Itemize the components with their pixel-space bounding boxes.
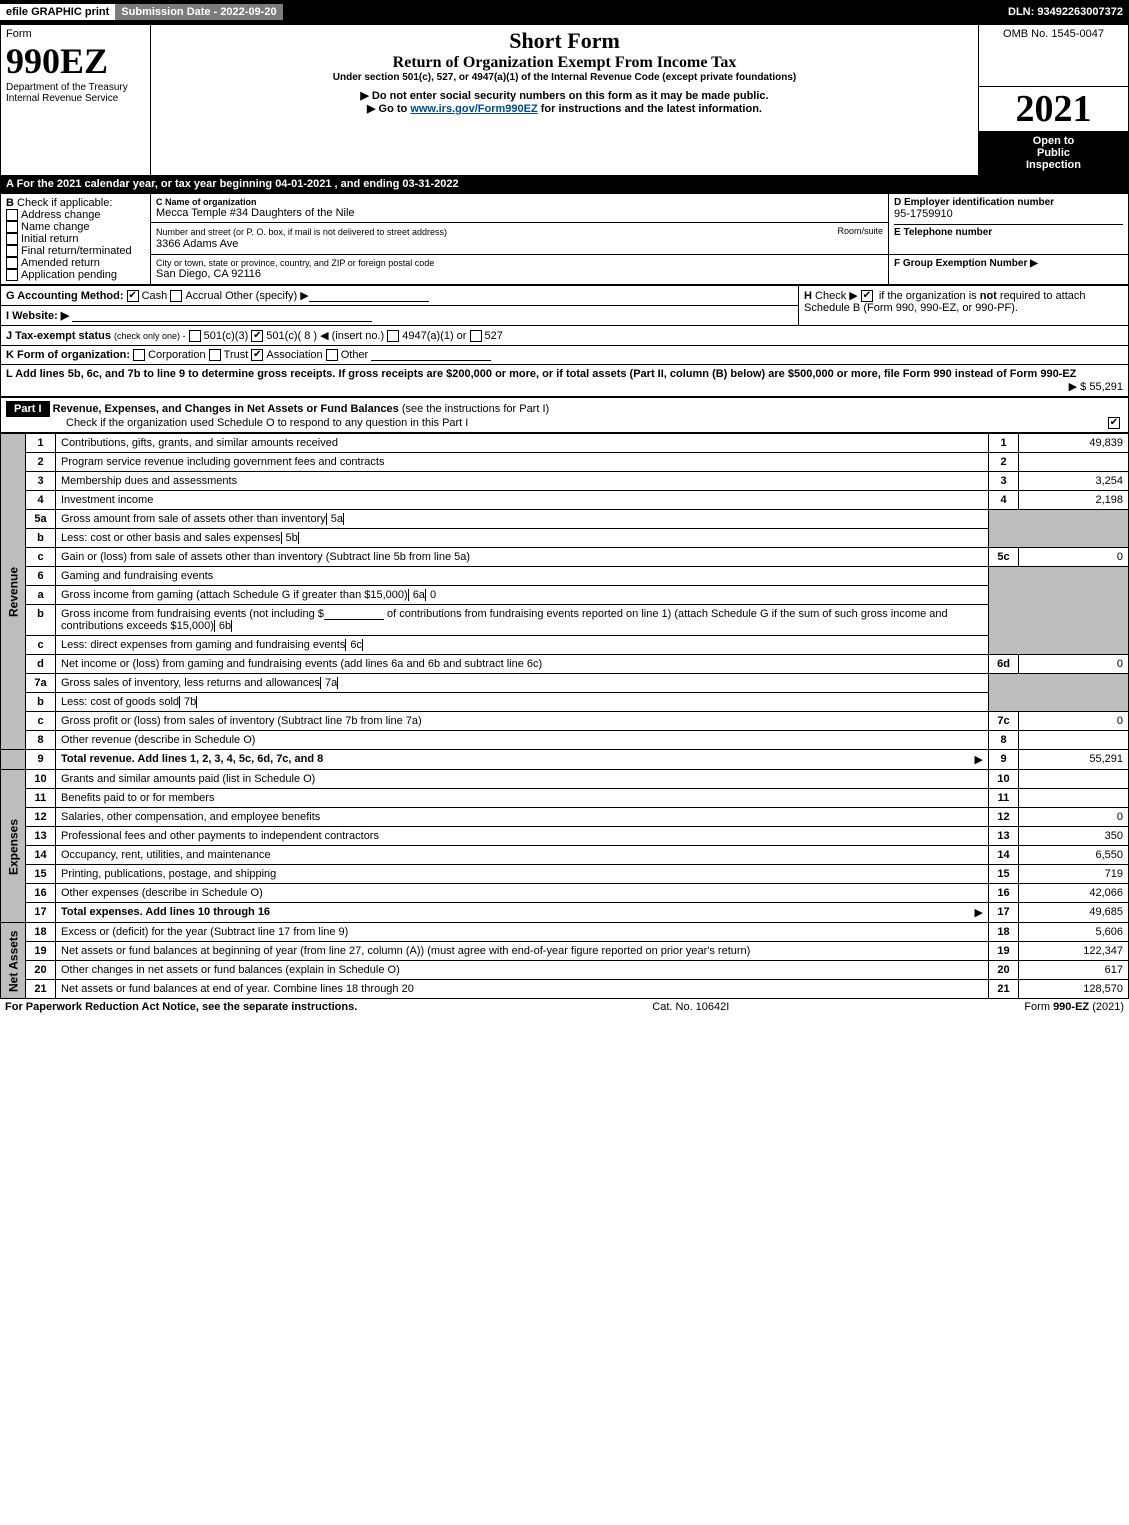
- check-501c[interactable]: [251, 330, 263, 342]
- ssn-warning: ▶ Do not enter social security numbers o…: [156, 89, 973, 102]
- org-name: Mecca Temple #34 Daughters of the Nile: [156, 207, 883, 219]
- irs-line: Internal Revenue Service: [6, 93, 145, 104]
- main-title: Return of Organization Exempt From Incom…: [156, 54, 973, 72]
- under-section: Under section 501(c), 527, or 4947(a)(1)…: [156, 72, 973, 83]
- expenses-tab: Expenses: [1, 770, 26, 923]
- part1-table: Revenue 1 Contributions, gifts, grants, …: [0, 433, 1129, 999]
- irs-link[interactable]: www.irs.gov/Form990EZ: [410, 103, 537, 115]
- g-pre: G Accounting Method:: [6, 290, 124, 302]
- short-form-title: Short Form: [156, 28, 973, 54]
- room-legend: Room/suite: [837, 226, 883, 236]
- dept-line: Department of the Treasury: [6, 82, 145, 93]
- ein: 95-1759910: [894, 208, 1123, 220]
- f-legend: F Group Exemption Number ▶: [894, 258, 1123, 269]
- part1-title: Revenue, Expenses, and Changes in Net As…: [53, 403, 399, 415]
- check-accrual[interactable]: [170, 290, 182, 302]
- e-legend: E Telephone number: [894, 224, 1123, 238]
- line-desc: Contributions, gifts, grants, and simila…: [56, 434, 989, 453]
- ghijkl-block: G Accounting Method: Cash Accrual Other …: [0, 285, 1129, 397]
- paperwork-notice: For Paperwork Reduction Act Notice, see …: [5, 1001, 357, 1013]
- form-version: Form 990-EZ (2021): [1024, 1001, 1124, 1013]
- revenue-tab: Revenue: [1, 434, 26, 750]
- check-schedule-b[interactable]: [861, 290, 873, 302]
- check-application-pending[interactable]: [6, 269, 18, 281]
- check-other-org[interactable]: [326, 349, 338, 361]
- tax-year: 2021: [979, 87, 1128, 131]
- website-input[interactable]: [72, 310, 372, 322]
- check-amended-return[interactable]: [6, 257, 18, 269]
- submission-date: Submission Date - 2022-09-20: [115, 4, 282, 20]
- l-text: L Add lines 5b, 6c, and 7b to line 9 to …: [6, 368, 1076, 380]
- l-amount: ▶ $ 55,291: [1069, 380, 1123, 393]
- street-address: 3366 Adams Ave: [156, 238, 238, 250]
- identity-block: B Check if applicable: Address change Na…: [0, 193, 1129, 286]
- check-cash[interactable]: [127, 290, 139, 302]
- check-trust[interactable]: [209, 349, 221, 361]
- city-state-zip: San Diego, CA 92116: [156, 268, 883, 280]
- part1-inst: (see the instructions for Part I): [402, 403, 549, 415]
- b-text: Check if applicable:: [17, 197, 112, 209]
- check-final-return[interactable]: [6, 245, 18, 257]
- line-a: A For the 2021 calendar year, or tax yea…: [0, 176, 1129, 193]
- omb-number: OMB No. 1545-0047: [984, 28, 1123, 40]
- check-name-change[interactable]: [6, 221, 18, 233]
- catalog-number: Cat. No. 10642I: [652, 1001, 729, 1013]
- dln: DLN: 93492263007372: [1002, 4, 1129, 20]
- line-value: 49,839: [1019, 434, 1129, 453]
- part1-sub: Check if the organization used Schedule …: [6, 417, 468, 429]
- part1-label: Part I: [6, 401, 50, 417]
- efile-print-button[interactable]: efile GRAPHIC print: [0, 4, 115, 20]
- j-pre: J Tax-exempt status: [6, 330, 111, 342]
- check-501c3[interactable]: [189, 330, 201, 342]
- city-legend: City or town, state or province, country…: [156, 258, 883, 268]
- d-legend: D Employer identification number: [894, 197, 1123, 208]
- check-4947[interactable]: [387, 330, 399, 342]
- form-header: Form 990EZ Department of the Treasury In…: [0, 24, 1129, 176]
- line-ref: 1: [989, 434, 1019, 453]
- line-num: 1: [26, 434, 56, 453]
- page-footer: For Paperwork Reduction Act Notice, see …: [0, 999, 1129, 1015]
- check-527[interactable]: [470, 330, 482, 342]
- b-label: B: [6, 197, 14, 209]
- c-legend: C Name of organization: [156, 197, 883, 207]
- check-initial-return[interactable]: [6, 233, 18, 245]
- open-to-public: Open toPublicInspection: [979, 131, 1128, 175]
- check-corporation[interactable]: [133, 349, 145, 361]
- h-pre: H: [804, 290, 812, 302]
- k-pre: K Form of organization:: [6, 349, 130, 361]
- form-number: 990EZ: [6, 40, 145, 82]
- part1-header: Part I Revenue, Expenses, and Changes in…: [0, 397, 1129, 433]
- check-address-change[interactable]: [6, 209, 18, 221]
- form-word: Form: [6, 28, 145, 40]
- check-association[interactable]: [251, 349, 263, 361]
- check-schedule-o[interactable]: [1108, 417, 1120, 429]
- efile-top-bar: efile GRAPHIC print Submission Date - 20…: [0, 0, 1129, 24]
- goto-line: ▶ Go to www.irs.gov/Form990EZ for instru…: [156, 102, 973, 115]
- street-legend: Number and street (or P. O. box, if mail…: [156, 227, 447, 237]
- i-label: I Website: ▶: [6, 310, 69, 322]
- net-assets-tab: Net Assets: [1, 923, 26, 999]
